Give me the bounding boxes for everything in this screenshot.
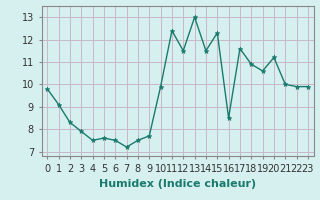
X-axis label: Humidex (Indice chaleur): Humidex (Indice chaleur) xyxy=(99,179,256,189)
